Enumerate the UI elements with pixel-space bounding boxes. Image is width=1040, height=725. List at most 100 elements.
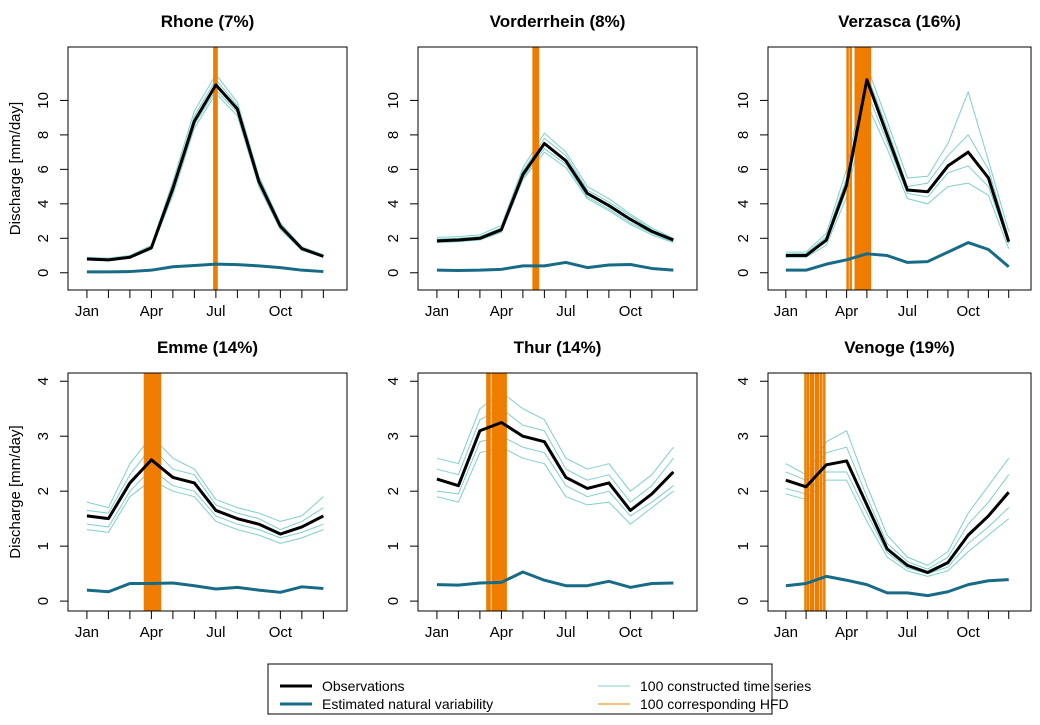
observations-line — [436, 142, 674, 243]
constructed-series — [86, 74, 324, 259]
natural-variability-line — [785, 241, 1010, 272]
x-tick-label: Jul — [898, 303, 917, 320]
frame — [417, 46, 698, 291]
constructed-series — [86, 479, 324, 544]
x-tick-label: Jan — [425, 624, 449, 641]
x-tick-label: Apr — [490, 624, 513, 641]
x-tick-label: Jul — [206, 303, 225, 320]
x-tick-label: Oct — [269, 624, 293, 641]
constructed-series — [436, 391, 674, 492]
panel-title: Vorderrhein (8%) — [490, 12, 626, 31]
y-axis-label: Discharge [mm/day] — [7, 102, 24, 235]
plot-area — [86, 373, 325, 611]
panel-title: Venoge (19%) — [844, 338, 955, 357]
y-tick-label: 2 — [735, 234, 752, 242]
constructed-series — [436, 151, 674, 244]
observations-line — [436, 420, 675, 512]
frame — [417, 372, 698, 612]
x-tick-label: Oct — [957, 303, 981, 320]
frame — [767, 46, 1032, 291]
observations-line — [785, 459, 1010, 575]
y-tick-label: 0 — [735, 269, 752, 277]
y-tick-label: 8 — [735, 131, 752, 139]
constructed-series — [785, 479, 1010, 577]
x-tick-label: Apr — [835, 624, 858, 641]
x-tick-label: Apr — [140, 624, 163, 641]
y-tick-label: 0 — [385, 269, 402, 277]
x-tick-label: Apr — [835, 303, 858, 320]
constructed-series — [785, 103, 1010, 258]
y-tick-label: 10 — [35, 92, 52, 109]
x-tick-label: Jan — [75, 624, 99, 641]
constructed-series — [785, 74, 1010, 255]
x-tick-label: Jul — [556, 303, 575, 320]
frame — [767, 372, 1032, 612]
frame — [67, 46, 348, 291]
y-tick-label: 6 — [735, 165, 752, 173]
y-tick-label: 2 — [35, 234, 52, 242]
y-tick-label: 6 — [35, 165, 52, 173]
constructed-series — [86, 446, 324, 531]
plot-area — [86, 47, 324, 290]
y-tick-label: 2 — [735, 487, 752, 495]
constructed-series — [785, 430, 1010, 566]
frame — [67, 372, 348, 612]
natural-variability-line — [86, 581, 324, 594]
y-tick-label: 0 — [35, 269, 52, 277]
y-tick-label: 1 — [735, 542, 752, 550]
natural-variability-line — [436, 570, 674, 589]
legend-box — [267, 663, 773, 715]
constructed-series — [785, 446, 1010, 570]
observations-line — [86, 458, 325, 536]
constructed-series — [436, 137, 674, 240]
panel-title: Thur (14%) — [514, 338, 602, 357]
y-tick-label: 3 — [35, 432, 52, 440]
y-tick-label: 8 — [385, 131, 402, 139]
observations-line — [86, 83, 324, 262]
y-axis-label: Discharge [mm/day] — [7, 425, 24, 558]
y-tick-label: 10 — [385, 92, 402, 109]
natural-variability-line — [86, 262, 324, 274]
constructed-series — [785, 471, 1010, 575]
natural-variability-line — [785, 574, 1009, 598]
y-tick-label: 3 — [385, 432, 402, 440]
x-tick-label: Jan — [774, 303, 798, 320]
y-tick-label: 10 — [735, 92, 752, 109]
x-tick-label: Oct — [269, 303, 293, 320]
constructed-series — [785, 65, 1010, 253]
x-tick-label: Jan — [425, 303, 449, 320]
x-tick-label: Jul — [556, 624, 575, 641]
plot-area — [436, 373, 675, 611]
legend-label: Observations — [322, 678, 404, 694]
y-tick-label: 2 — [35, 487, 52, 495]
panel-title: Verzasca (16%) — [838, 12, 961, 31]
x-tick-label: Jul — [206, 624, 225, 641]
y-tick-label: 4 — [385, 200, 402, 208]
legend-label: 100 corresponding HFD — [640, 696, 789, 712]
constructed-series — [86, 435, 324, 522]
x-tick-label: Oct — [619, 303, 643, 320]
x-tick-label: Apr — [490, 303, 513, 320]
y-tick-label: 8 — [35, 131, 52, 139]
plot-area — [436, 47, 674, 290]
constructed-series — [436, 132, 674, 239]
legend-label: Estimated natural variability — [322, 696, 493, 712]
y-tick-label: 2 — [385, 234, 402, 242]
plot-area — [785, 47, 1011, 290]
x-tick-label: Oct — [957, 624, 981, 641]
y-tick-label: 0 — [35, 597, 52, 605]
y-tick-label: 1 — [385, 542, 402, 550]
y-tick-label: 4 — [35, 200, 52, 208]
panel-title: Rhone (7%) — [161, 12, 255, 31]
panel-title: Emme (14%) — [157, 338, 258, 357]
x-tick-label: Jan — [75, 303, 99, 320]
x-tick-label: Oct — [619, 624, 643, 641]
y-tick-label: 4 — [35, 377, 52, 385]
y-tick-label: 6 — [385, 165, 402, 173]
plot-area — [785, 373, 1010, 611]
constructed-series — [436, 408, 674, 503]
x-tick-label: Jan — [774, 624, 798, 641]
constructed-series — [436, 435, 674, 517]
constructed-series — [86, 468, 324, 539]
x-tick-label: Apr — [140, 303, 163, 320]
